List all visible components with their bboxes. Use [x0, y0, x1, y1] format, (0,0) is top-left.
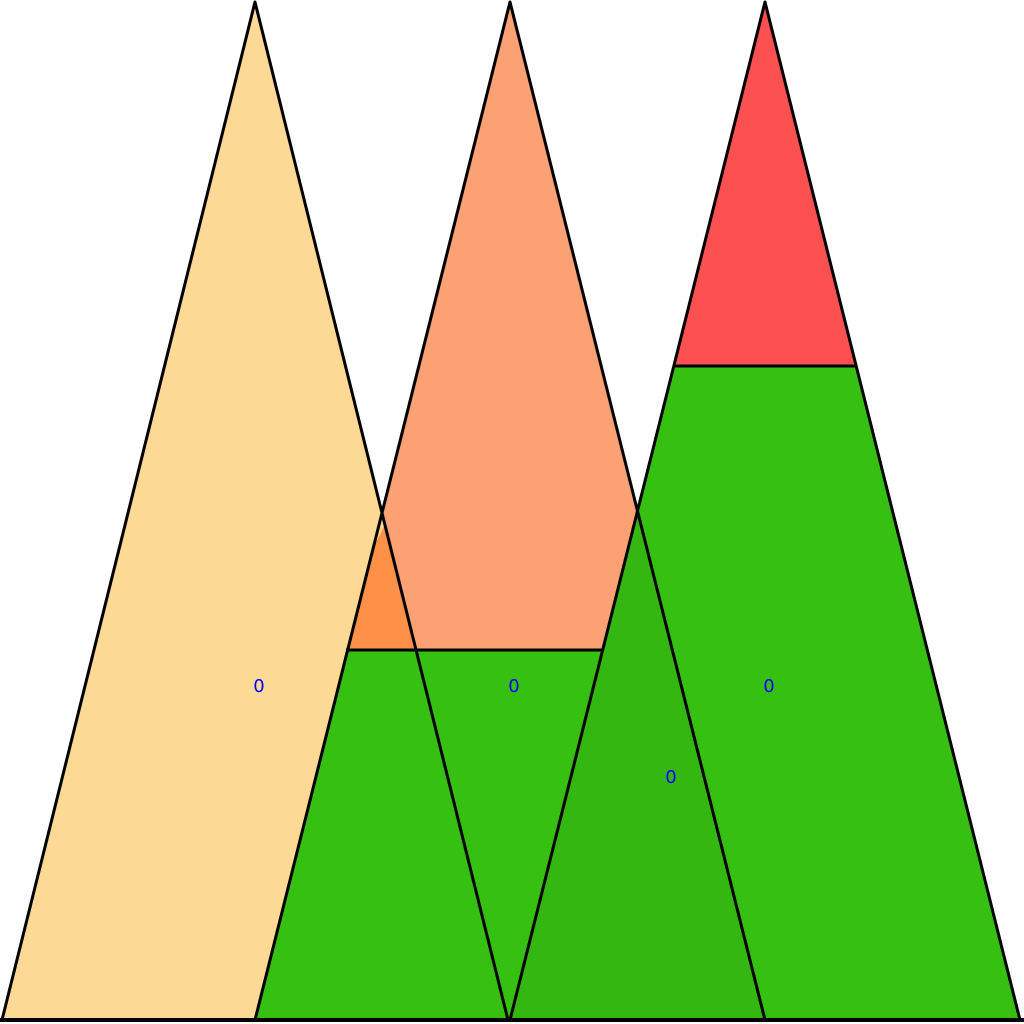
label-peak-1: 0: [253, 676, 264, 697]
triangle-middle-outline: [253, 0, 767, 1021]
overlap-region-green-right: [510, 504, 765, 1020]
overlap-region-orange: [346, 510, 418, 650]
label-peak-2: 0: [508, 676, 519, 697]
label-overlap: 0: [665, 767, 676, 788]
label-peak-3: 0: [763, 676, 774, 697]
triangle-right: [510, 2, 1020, 1020]
triangle-left-outline: [0, 0, 510, 1021]
triangle-right-outline: [508, 0, 1022, 1021]
overlap-region-green-left: [255, 650, 508, 1020]
